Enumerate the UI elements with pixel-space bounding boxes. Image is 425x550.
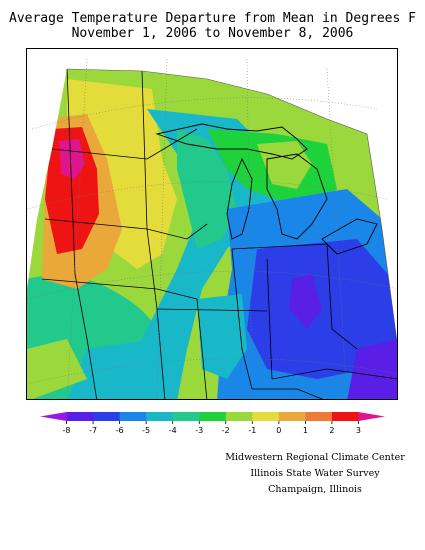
state-boundaries	[41, 68, 397, 399]
contour-michigan-yellow	[257, 141, 312, 189]
legend-swatch	[331, 412, 359, 421]
legend-tick-label: 2	[329, 426, 334, 435]
contour-ohio-purple	[289, 274, 322, 329]
legend-swatch	[278, 412, 306, 421]
legend-tick-label: -8	[63, 426, 71, 435]
credit-line-1: Midwestern Regional Climate Center	[225, 452, 405, 463]
legend-swatch	[146, 412, 174, 421]
legend-swatch	[172, 412, 200, 421]
legend-tick-label: 0	[276, 426, 281, 435]
legend-swatch	[93, 412, 121, 421]
legend-tick-label: -1	[248, 426, 256, 435]
legend-tick-label: -6	[116, 426, 124, 435]
contour-illinois-teal	[197, 294, 247, 379]
map-title-line2: November 1, 2006 to November 8, 2006	[71, 26, 354, 41]
legend-swatch	[358, 412, 385, 421]
legend-tick-label: -5	[142, 426, 150, 435]
legend-tick-label: -2	[222, 426, 230, 435]
temperature-departure-map	[26, 48, 398, 400]
legend-swatch	[119, 412, 147, 421]
great-lakes-shoreline	[155, 123, 378, 255]
lat-lon-grid	[27, 58, 397, 399]
contour-southeast-purple	[347, 339, 397, 399]
legend-tick-label: 3	[356, 426, 361, 435]
credit-line-2: Illinois State Water Survey	[250, 468, 380, 479]
contour-central-teal	[177, 129, 237, 249]
legend-swatch	[252, 412, 280, 421]
temperature-contours	[27, 69, 397, 399]
legend-tick-label: -3	[195, 426, 203, 435]
contour-south-lime	[27, 339, 87, 399]
credit-line-3: Champaign, Illinois	[268, 484, 362, 495]
domain-edge	[66, 68, 397, 344]
color-legend: -8 -7 -6 -5 -4 -3 -2 -1 0 1 2 3	[40, 412, 385, 435]
contour-dakota-magenta	[59, 139, 85, 179]
legend-swatch	[199, 412, 227, 421]
legend-tick-label: -4	[169, 426, 177, 435]
contour-east-indigo	[247, 239, 397, 379]
legend-swatch	[40, 412, 67, 421]
legend-swatch	[225, 412, 253, 421]
legend-tick-label: 1	[303, 426, 308, 435]
legend-tick-label: -7	[89, 426, 97, 435]
legend-swatch	[305, 412, 333, 421]
legend-swatch	[66, 412, 94, 421]
map-title-line1: Average Temperature Departure from Mean …	[9, 11, 416, 26]
